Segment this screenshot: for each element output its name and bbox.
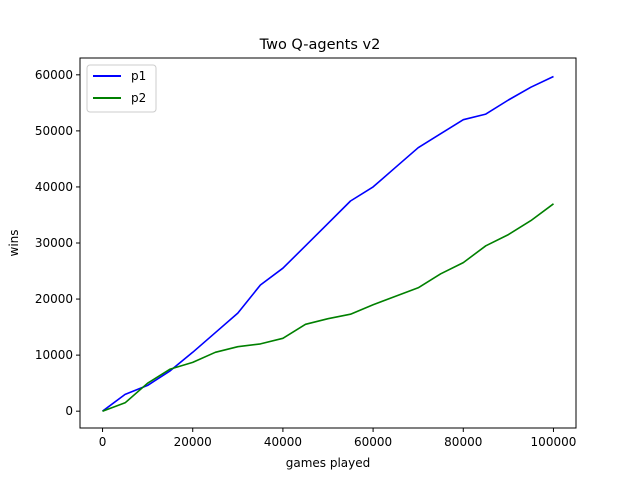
y-tick-label: 0	[65, 404, 73, 418]
series-line-p2	[102, 203, 554, 412]
x-tick-label: 20000	[174, 435, 212, 449]
x-axis-label: games played	[286, 456, 371, 470]
series-line-p1	[102, 75, 554, 412]
y-axis-label: wins	[7, 229, 21, 256]
y-tick-label: 20000	[35, 292, 73, 306]
legend-label-p1: p1	[131, 69, 146, 83]
x-axis: 0 20000 40000 60000 80000 100000	[99, 428, 577, 449]
series-group	[102, 75, 554, 412]
y-tick-label: 30000	[35, 236, 73, 250]
x-tick-label: 80000	[444, 435, 482, 449]
x-tick-label: 60000	[354, 435, 392, 449]
x-tick-label: 40000	[264, 435, 302, 449]
chart-title: Two Q-agents v2	[259, 37, 381, 53]
y-axis: 0 10000 20000 30000 40000 50000 60000	[35, 68, 80, 418]
y-tick-label: 40000	[35, 180, 73, 194]
legend: p1 p2	[86, 64, 157, 113]
y-tick-label: 60000	[35, 68, 73, 82]
x-tick-label: 0	[99, 435, 107, 449]
y-tick-label: 10000	[35, 348, 73, 362]
plot-frame	[79, 57, 577, 429]
legend-label-p2: p2	[131, 91, 146, 105]
x-tick-label: 100000	[531, 435, 577, 449]
y-tick-label: 50000	[35, 124, 73, 138]
